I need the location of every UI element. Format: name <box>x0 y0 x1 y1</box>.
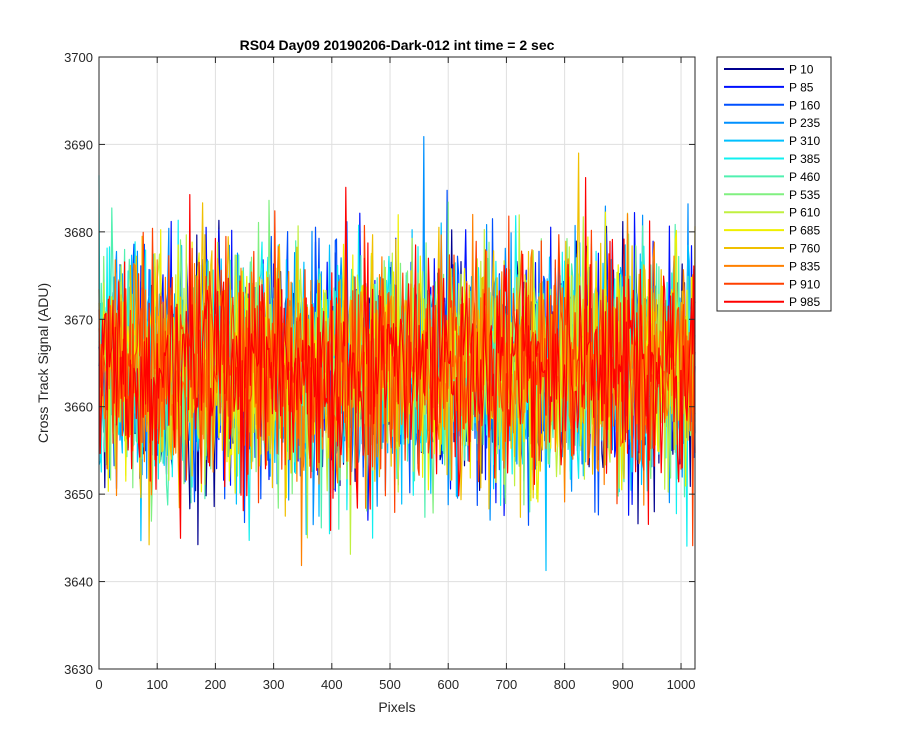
x-axis-label: Pixels <box>378 699 415 715</box>
series-lines <box>98 136 696 572</box>
legend-label: P 535 <box>789 188 820 202</box>
x-tick-label: 0 <box>95 677 102 692</box>
legend-label: P 310 <box>789 134 820 148</box>
series-line <box>98 177 696 539</box>
legend-label: P 685 <box>789 224 820 238</box>
y-tick-label: 3700 <box>64 50 93 65</box>
legend-label: P 235 <box>789 116 820 130</box>
legend-box <box>716 56 832 312</box>
legend-label: P 160 <box>789 98 820 112</box>
x-tick-label: 700 <box>496 677 518 692</box>
legend-label: P 460 <box>789 170 820 184</box>
chart-title: RS04 Day09 20190206-Dark-012 int time = … <box>240 37 555 53</box>
legend-label: P 610 <box>789 206 820 220</box>
x-tick-label: 100 <box>146 677 168 692</box>
x-tick-label: 500 <box>379 677 401 692</box>
legend-label: P 760 <box>789 242 820 256</box>
plot-frame <box>98 56 696 670</box>
y-tick-label: 3630 <box>64 662 93 677</box>
legend-label: P 985 <box>789 295 820 309</box>
x-tick-label: 800 <box>554 677 576 692</box>
x-tick-label: 900 <box>612 677 634 692</box>
y-tick-label: 3680 <box>64 225 93 240</box>
x-tick-label: 300 <box>263 677 285 692</box>
legend: P 10 P 85 P 160 P 235 P 310 P 385 P 460 P 535 P … <box>716 56 832 312</box>
y-tick-label: 3660 <box>64 400 93 415</box>
x-tick-label: 200 <box>205 677 227 692</box>
legend-label: P 10 <box>789 63 814 77</box>
legend-items: P 10 P 85 P 160 P 235 P 310 P 385 P 460 P 535 P … <box>724 63 820 309</box>
legend-label: P 385 <box>789 152 820 166</box>
legend-label: P 85 <box>789 80 814 94</box>
y-tick-label: 3640 <box>64 575 93 590</box>
y-axis-label: Cross Track Signal (ADU) <box>35 283 51 443</box>
x-tick-label: 1000 <box>667 677 696 692</box>
y-tick-label: 3670 <box>64 312 93 327</box>
x-tick-label: 600 <box>437 677 459 692</box>
y-tick-label: 3690 <box>64 137 93 152</box>
legend-label: P 835 <box>789 259 820 273</box>
y-tick-label: 3650 <box>64 487 93 502</box>
x-tick-label: 400 <box>321 677 343 692</box>
axis-ticks: 0 100 200 300 400 500 600 700 800 900 1000 3630 3640… <box>64 50 695 692</box>
legend-label: P 910 <box>789 277 820 291</box>
